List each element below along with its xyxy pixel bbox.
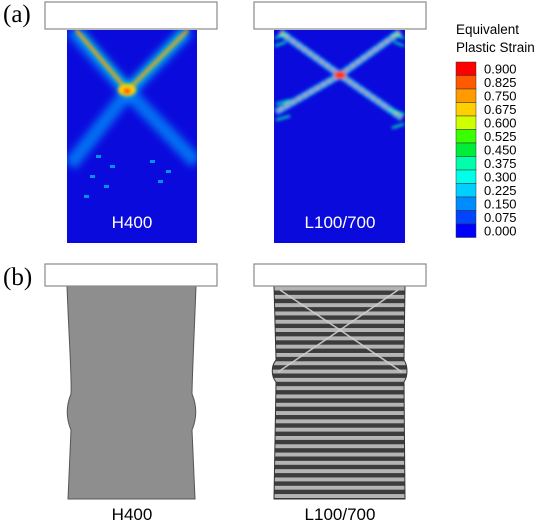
legend-tick-label: 0.600 <box>484 115 517 130</box>
legend-tick-label: 0.075 <box>484 210 517 225</box>
legend-tick-label: 0.300 <box>484 169 517 184</box>
legend-tick-label: 0.825 <box>484 75 517 90</box>
legend-tick-labels: 0.9000.8250.7500.6750.6000.5250.4500.375… <box>484 61 517 238</box>
legend-swatch <box>455 210 477 225</box>
legend-title-line2: Plastic Strain <box>456 40 535 55</box>
specimen-label-h400: H400 <box>112 213 153 232</box>
legend-swatch <box>455 129 477 144</box>
contour-plot-l100-700: L100/700 <box>274 30 405 243</box>
legend-swatch <box>455 223 477 238</box>
platen-a-right <box>253 1 427 30</box>
legend-swatch <box>455 169 477 184</box>
legend-swatch <box>455 75 477 90</box>
legend-title-line1: Equivalent <box>456 22 519 37</box>
legend-tick-label: 0.675 <box>484 102 517 117</box>
platen-b-right <box>253 263 427 287</box>
legend-swatch <box>455 61 477 76</box>
panel-label-a: (a) <box>3 1 31 28</box>
legend-swatch <box>455 102 477 117</box>
deformed-shape-h400: H400 <box>66 285 197 524</box>
legend-tick-label: 0.375 <box>484 156 517 171</box>
specimen-label-h400-b: H400 <box>112 505 153 524</box>
legend-swatch <box>455 183 477 198</box>
legend: Equivalent Plastic Strain 0.9000.8250.75… <box>455 22 535 238</box>
legend-swatch <box>455 156 477 171</box>
platen-a-left <box>44 1 218 30</box>
panel-label-b: (b) <box>3 264 32 291</box>
platen-b-left <box>44 263 218 287</box>
legend-tick-label: 0.750 <box>484 88 517 103</box>
legend-tick-label: 0.150 <box>484 196 517 211</box>
specimen-outline-l100-700 <box>271 285 408 500</box>
shear-bands-core <box>74 30 190 96</box>
specimen-label-l100-700: L100/700 <box>305 213 376 232</box>
specimen-body-l100-700 <box>274 30 405 243</box>
contour-plot-h400: H400 <box>67 30 197 243</box>
specimen-label-l100-700-b: L100/700 <box>305 505 376 524</box>
shear-bands-layered <box>274 30 405 129</box>
legend-swatch <box>455 196 477 211</box>
shear-x-marks <box>277 289 403 373</box>
legend-tick-label: 0.225 <box>484 183 517 198</box>
deformed-shape-l100-700: L100/700 <box>271 285 408 524</box>
legend-tick-label: 0.900 <box>484 61 517 76</box>
legend-tick-label: 0.000 <box>484 223 517 238</box>
legend-tick-label: 0.525 <box>484 129 517 144</box>
legend-swatch <box>455 115 477 130</box>
legend-swatch <box>455 88 477 103</box>
specimen-outline-h400 <box>66 285 197 500</box>
legend-swatch <box>455 142 477 157</box>
legend-tick-label: 0.450 <box>484 142 517 157</box>
legend-colorbar <box>455 61 477 238</box>
shear-band-fringe <box>84 155 171 198</box>
